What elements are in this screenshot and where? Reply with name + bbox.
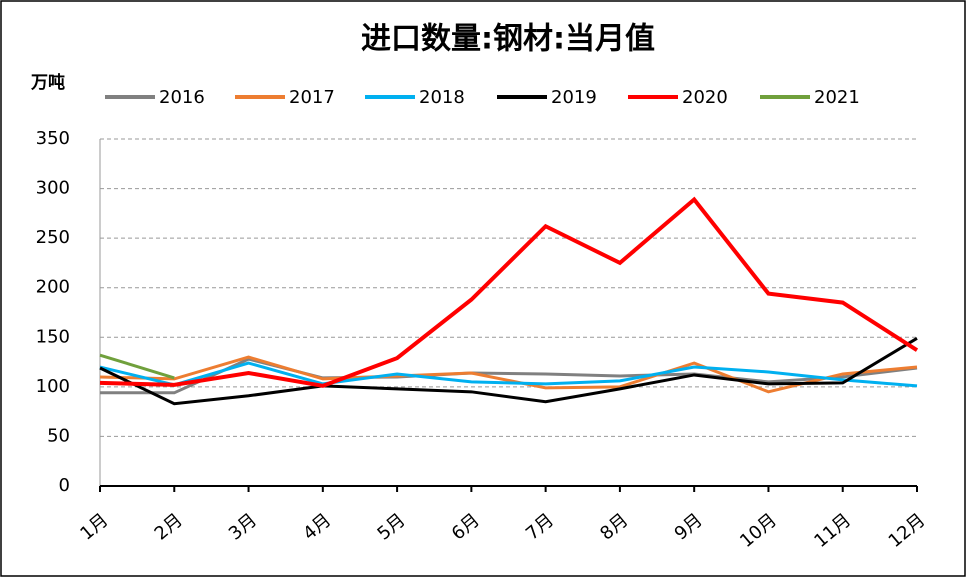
y-tick-label: 50 (47, 425, 70, 446)
y-tick-label: 350 (36, 128, 70, 149)
series-line (100, 357, 918, 395)
series-line (99, 355, 918, 394)
legend-label: 2020 (682, 87, 728, 108)
series-line (99, 196, 919, 388)
legend-label: 2021 (814, 87, 860, 108)
series-line (99, 361, 918, 388)
y-tick-label: 300 (36, 178, 70, 199)
series-line (99, 336, 918, 406)
y-axis-label: 万吨 (30, 72, 65, 93)
legend-label: 2017 (289, 87, 335, 108)
legend-label: 2019 (551, 87, 597, 108)
series-line (99, 353, 175, 380)
y-tick-label: 100 (36, 376, 70, 397)
legend-label: 2016 (159, 87, 205, 108)
y-tick-label: 150 (36, 326, 70, 347)
legend-label: 2018 (419, 87, 465, 108)
chart-title: 进口数量:钢材:当月值 (361, 22, 655, 57)
y-tick-label: 200 (36, 277, 70, 298)
y-tick-label: 250 (36, 227, 70, 248)
y-tick-label: 0 (59, 475, 70, 496)
